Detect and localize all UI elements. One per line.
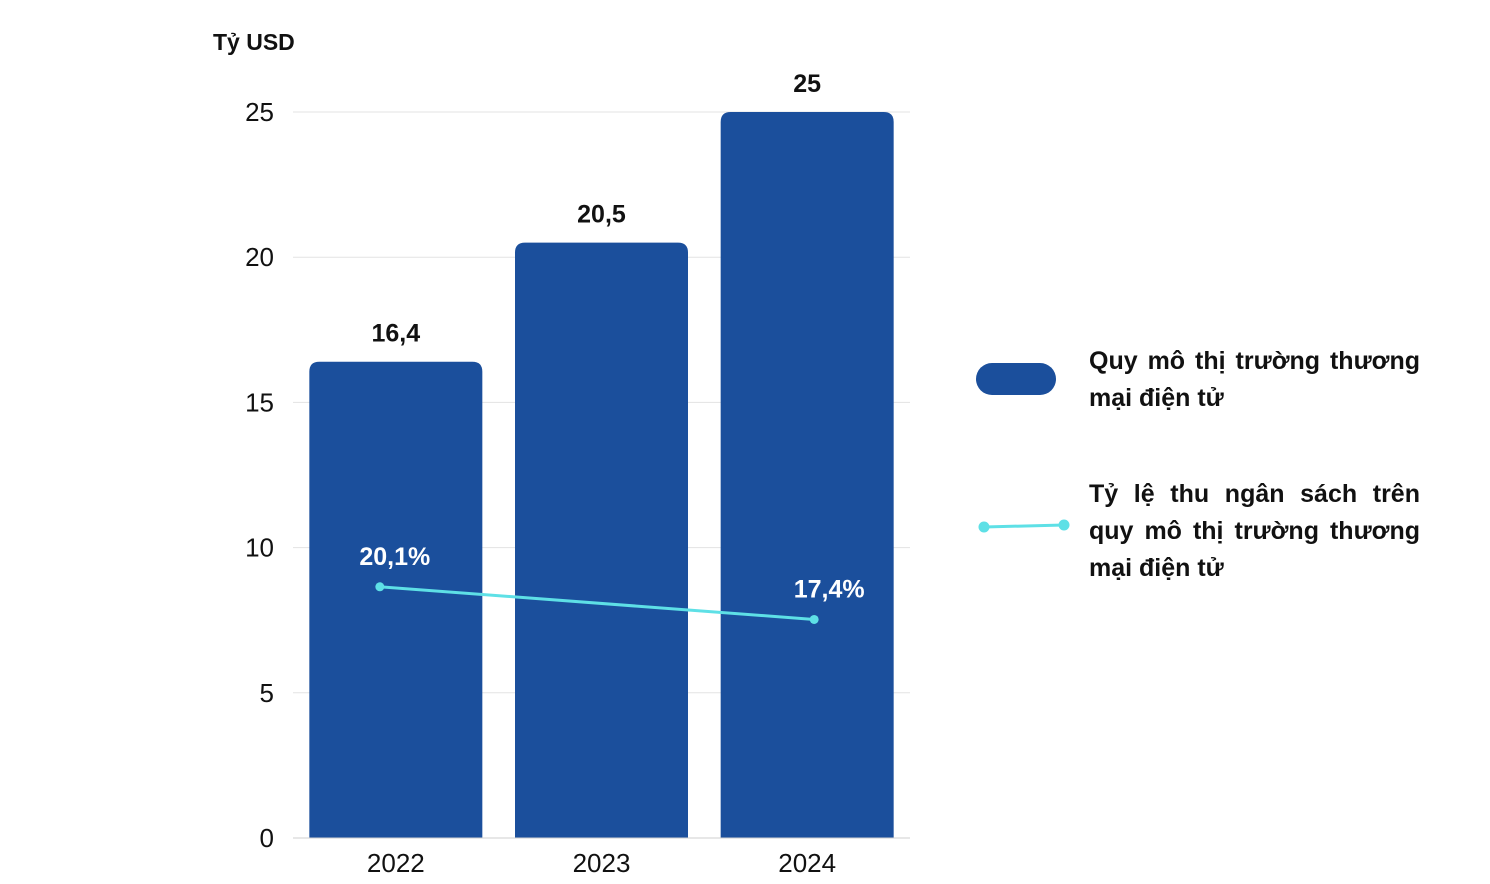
y-tick-label: 25 <box>245 97 274 127</box>
x-tick-label: 2022 <box>367 848 425 878</box>
bar-value-label: 25 <box>793 70 821 98</box>
ratio-point <box>375 582 385 592</box>
y-tick-label: 0 <box>260 823 274 853</box>
x-tick-label: 2024 <box>778 848 836 878</box>
x-tick-label: 2023 <box>573 848 631 878</box>
ratio-line <box>379 585 815 621</box>
ratio-value-label: 20,1% <box>359 543 430 571</box>
legend-bar-swatch <box>976 363 1056 395</box>
bar-value-label: 16,4 <box>371 320 420 348</box>
bar-2023 <box>515 242 688 838</box>
y-tick-label: 20 <box>245 242 274 272</box>
bar-value-label: 20,5 <box>577 201 626 229</box>
ratio-point <box>809 614 819 624</box>
legend-line-swatch <box>978 519 1070 533</box>
legend-label-revenue-ratio: Tỷ lệ thu ngân sách trên quy mô thị trườ… <box>1089 480 1420 582</box>
bar-2022 <box>309 361 483 838</box>
ratio-value-label: 17,4% <box>794 575 865 603</box>
bar-2024 <box>720 112 894 838</box>
y-tick-label: 5 <box>260 678 274 708</box>
y-tick-label: 15 <box>245 387 274 417</box>
legend-label-market-size: Quy mô thị trường thương mại điện tử <box>1089 347 1420 412</box>
y-axis-label: Tỷ USD <box>213 29 295 55</box>
y-tick-label: 10 <box>245 533 274 563</box>
